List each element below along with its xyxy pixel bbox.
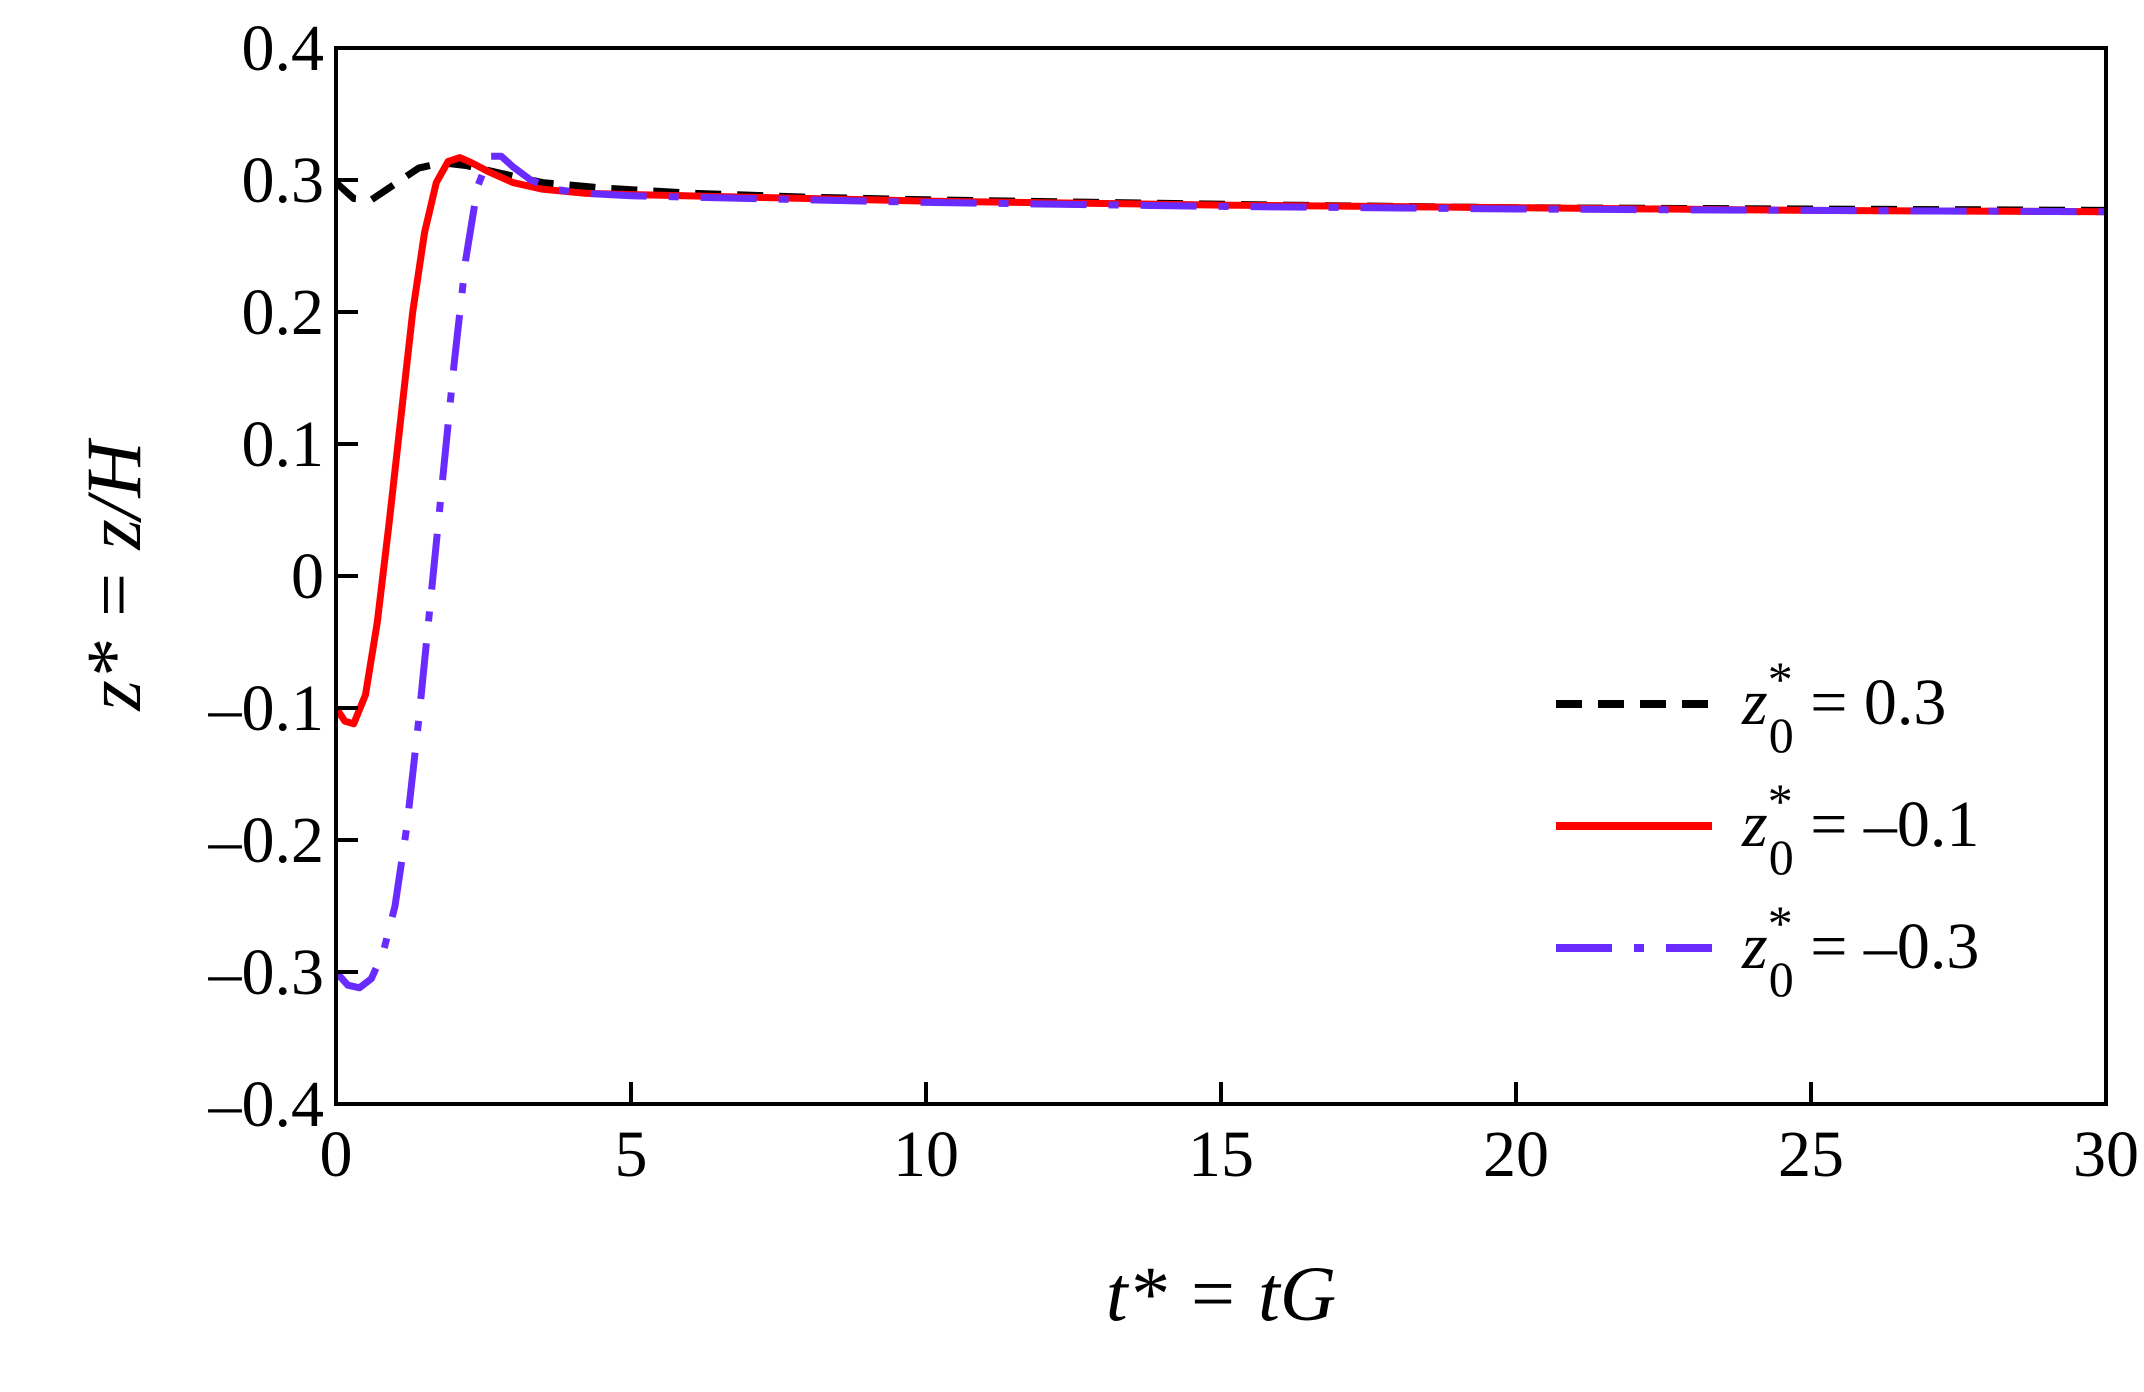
legend-label-sub: 0 bbox=[1769, 951, 1794, 1007]
legend-label-value: = 0.3 bbox=[1794, 666, 1947, 739]
y-tick-label: –0.4 bbox=[208, 1068, 325, 1141]
y-tick-label: –0.1 bbox=[208, 672, 325, 745]
x-tick-label: 25 bbox=[1778, 1118, 1844, 1191]
y-tick-label: –0.2 bbox=[208, 804, 325, 877]
legend-label-3: z* 0 = –0.3 bbox=[1741, 895, 1979, 1007]
x-axis-title: t* = tG bbox=[1106, 1250, 1336, 1337]
y-tick-label: 0.2 bbox=[242, 276, 325, 349]
y-tick-label: –0.3 bbox=[208, 936, 325, 1009]
x-tick-label: 15 bbox=[1188, 1118, 1254, 1191]
series-line-3 bbox=[336, 152, 2106, 992]
legend-label-sup: * bbox=[1768, 651, 1793, 707]
legend-label-value: = –0.1 bbox=[1794, 788, 1980, 861]
y-tick-label: 0.1 bbox=[242, 408, 325, 481]
legend-label-sup: * bbox=[1768, 773, 1793, 829]
x-tick-label: 30 bbox=[2073, 1118, 2139, 1191]
legend-label-value: = –0.3 bbox=[1794, 910, 1980, 983]
legend-label-sub: 0 bbox=[1769, 829, 1794, 885]
x-tick-label: 5 bbox=[615, 1118, 648, 1191]
x-tick-label: 0 bbox=[320, 1118, 353, 1191]
y-tick-label: 0.3 bbox=[242, 144, 325, 217]
legend-label-var: z bbox=[1741, 910, 1768, 983]
legend-label-sub: 0 bbox=[1769, 707, 1794, 763]
x-tick-label: 10 bbox=[893, 1118, 959, 1191]
series-line-1 bbox=[336, 159, 2106, 214]
legend-label-sup: * bbox=[1768, 895, 1793, 951]
y-axis: 0.4 0.3 0.2 0.1 0 –0.1 –0.2 –0.3 –0.4 bbox=[208, 12, 358, 1141]
legend-label-var: z bbox=[1741, 788, 1768, 861]
legend: z* 0 = 0.3z* 0 = –0.1z* 0 = –0.3 bbox=[1556, 651, 1979, 1007]
y-tick-label: 0.4 bbox=[242, 12, 325, 85]
x-axis: 0 5 10 15 20 25 30 bbox=[320, 1082, 2139, 1191]
y-axis-title: z* = z/H bbox=[70, 438, 157, 712]
legend-label-1: z* 0 = 0.3 bbox=[1741, 651, 1946, 763]
series-line-2 bbox=[336, 154, 2106, 728]
legend-label-2: z* 0 = –0.1 bbox=[1741, 773, 1979, 885]
y-tick-label: 0 bbox=[291, 540, 324, 613]
legend-label-var: z bbox=[1741, 666, 1768, 739]
series-layer bbox=[336, 152, 2106, 992]
x-tick-label: 20 bbox=[1483, 1118, 1549, 1191]
